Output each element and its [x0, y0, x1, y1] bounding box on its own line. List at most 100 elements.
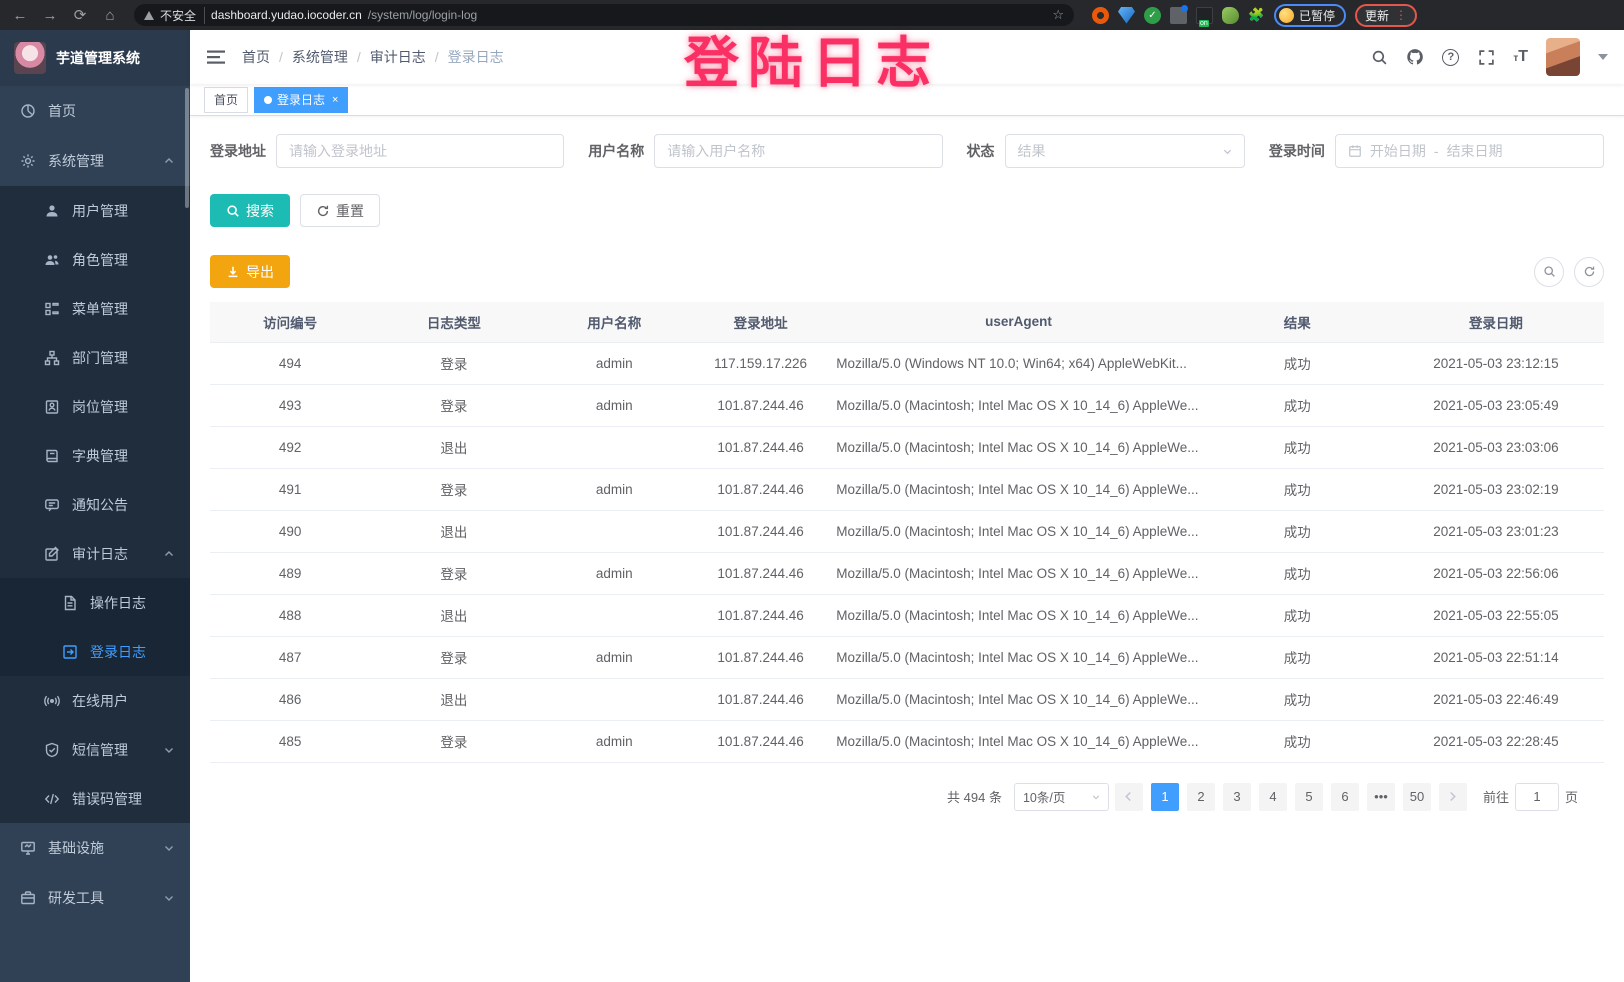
font-size-icon[interactable]: тT	[1513, 48, 1528, 65]
breadcrumb-audit[interactable]: 审计日志	[369, 49, 426, 65]
next-page-button[interactable]	[1438, 782, 1467, 811]
breadcrumb-current: 登录日志	[447, 49, 504, 65]
cell-type: 退出	[370, 426, 538, 469]
sidebar-item-errcode-mgmt[interactable]: 错误码管理	[0, 774, 190, 823]
sidebar-item-dev-tools[interactable]: 研发工具	[0, 873, 190, 923]
sidebar-item-home[interactable]: 首页	[0, 86, 190, 136]
sidebar-logo[interactable]: 芋道管理系统	[0, 30, 190, 86]
login-address-input[interactable]: 请输入登录地址	[276, 134, 565, 168]
extension-icon[interactable]	[1222, 6, 1239, 24]
user-avatar[interactable]	[1546, 38, 1580, 76]
home-icon[interactable]: ⌂	[105, 6, 115, 24]
page-button-4[interactable]: 4	[1258, 782, 1287, 811]
cell-id: 491	[210, 468, 371, 511]
cell-date: 2021-05-03 23:03:06	[1387, 426, 1604, 469]
app-title: 芋道管理系统	[56, 50, 140, 66]
page-ellipsis[interactable]: •••	[1366, 782, 1395, 811]
sidebar-item-role-mgmt[interactable]: 角色管理	[0, 235, 190, 284]
document-icon	[64, 595, 76, 610]
status-select[interactable]: 结果	[1004, 134, 1245, 168]
cell-ua: Mozilla/5.0 (Macintosh; Intel Mac OS X 1…	[830, 678, 1207, 721]
chevron-down-icon	[1223, 149, 1231, 154]
table-row: 494 登录 admin 117.159.17.226 Mozilla/5.0 (Win…	[210, 342, 1604, 385]
sidebar-item-dept-mgmt[interactable]: 部门管理	[0, 333, 190, 382]
users-icon	[45, 254, 59, 265]
toggle-search-button[interactable]	[1534, 256, 1564, 287]
sidebar-item-online-users[interactable]: 在线用户	[0, 676, 190, 725]
sidebar-item-user-mgmt[interactable]: 用户管理	[0, 186, 190, 235]
top-navbar: 首页 / 系统管理 / 审计日志 / 登录日志 ? тT	[190, 30, 1624, 84]
edit-log-icon	[45, 546, 59, 561]
export-button[interactable]: 导出	[210, 255, 290, 288]
extension-icon[interactable]	[1170, 4, 1188, 24]
fullscreen-icon[interactable]	[1477, 48, 1495, 66]
cell-user	[537, 594, 691, 637]
docs-help-icon[interactable]: ?	[1442, 48, 1460, 66]
sidebar-item-post-mgmt[interactable]: 岗位管理	[0, 382, 190, 431]
sidebar-scrollbar[interactable]	[185, 88, 189, 208]
sidebar-item-sms-mgmt[interactable]: 短信管理	[0, 725, 190, 774]
search-button[interactable]: 搜索	[210, 194, 290, 227]
extension-icon[interactable]	[1196, 6, 1213, 27]
cell-id: 490	[210, 510, 371, 553]
username-input[interactable]: 请输入用户名称	[654, 134, 943, 168]
bookmark-star-icon[interactable]: ☆	[1052, 7, 1064, 22]
breadcrumb-system[interactable]: 系统管理	[291, 49, 348, 65]
jump-page-input[interactable]	[1514, 782, 1559, 811]
sidebar-item-notice[interactable]: 通知公告	[0, 480, 190, 529]
cell-type: 退出	[370, 594, 538, 637]
reload-icon[interactable]: ⟳	[73, 7, 87, 24]
cell-ua: Mozilla/5.0 (Macintosh; Intel Mac OS X 1…	[830, 636, 1207, 679]
dictionary-icon	[46, 449, 58, 462]
page-size-select[interactable]: 10条/页	[1013, 782, 1109, 811]
page-button-6[interactable]: 6	[1330, 782, 1359, 811]
extension-icon[interactable]	[1118, 6, 1135, 24]
monitor-icon	[21, 841, 35, 855]
tag-home[interactable]: 首页	[204, 86, 249, 113]
tag-close-icon[interactable]: ×	[332, 93, 339, 106]
sidebar-item-audit-log[interactable]: 审计日志	[0, 529, 190, 578]
cell-ip: 101.87.244.46	[690, 426, 831, 469]
avatar-caret-icon[interactable]	[1598, 54, 1608, 60]
page-button-5[interactable]: 5	[1294, 782, 1323, 811]
col-id: 访问编号	[210, 302, 371, 343]
date-range-picker[interactable]: 开始日期 - 结束日期	[1334, 134, 1604, 168]
sidebar-item-operate-log[interactable]: 操作日志	[0, 578, 190, 627]
breadcrumb-home[interactable]: 首页	[242, 49, 270, 65]
sidebar: 芋道管理系统 首页 系统管理 用户管理 角色管理 菜单管理	[0, 30, 190, 982]
sidebar-item-menu-mgmt[interactable]: 菜单管理	[0, 284, 190, 333]
col-ip: 登录地址	[690, 302, 831, 343]
url-bar[interactable]: 不安全 dashboard.yudao.iocoder.cn/system/lo…	[134, 4, 1074, 26]
extension-icon[interactable]	[1092, 6, 1109, 24]
search-icon	[1543, 266, 1555, 277]
page-button-3[interactable]: 3	[1222, 782, 1251, 811]
extensions-puzzle-icon[interactable]: 🧩	[1248, 7, 1265, 22]
refresh-table-button[interactable]	[1574, 256, 1604, 287]
page-button-50[interactable]: 50	[1402, 782, 1431, 811]
github-icon[interactable]	[1406, 48, 1424, 66]
page-button-1[interactable]: 1	[1150, 782, 1179, 811]
extensions-row: 🧩 已暂停 更新 ⋮	[1092, 3, 1418, 27]
tag-login-log[interactable]: 登录日志 ×	[254, 86, 349, 113]
extension-icon[interactable]	[1144, 6, 1161, 24]
forward-icon[interactable]: →	[42, 6, 58, 24]
system-submenu: 用户管理 角色管理 菜单管理 部门管理 岗位管理 字典管理	[0, 186, 190, 823]
col-ua: userAgent	[830, 302, 1207, 343]
sidebar-item-system[interactable]: 系统管理	[0, 136, 190, 186]
cell-ip: 101.87.244.46	[690, 636, 831, 679]
cell-id: 488	[210, 594, 371, 637]
browser-update-button[interactable]: 更新 ⋮	[1355, 3, 1418, 27]
browser-menu-icon[interactable]: ⋮	[1395, 8, 1408, 22]
end-date-placeholder: 结束日期	[1446, 143, 1503, 159]
sidebar-item-login-log[interactable]: 登录日志	[0, 627, 190, 676]
cell-type: 登录	[370, 342, 538, 385]
sidebar-item-infra[interactable]: 基础设施	[0, 823, 190, 873]
hamburger-icon[interactable]	[206, 47, 226, 67]
sidebar-item-dict-mgmt[interactable]: 字典管理	[0, 431, 190, 480]
reset-button[interactable]: 重置	[300, 194, 380, 227]
paused-badge[interactable]: 已暂停	[1274, 3, 1347, 27]
prev-page-button[interactable]	[1114, 782, 1143, 811]
header-search-icon[interactable]	[1370, 48, 1388, 66]
back-icon[interactable]: ←	[12, 6, 28, 24]
page-button-2[interactable]: 2	[1186, 782, 1215, 811]
